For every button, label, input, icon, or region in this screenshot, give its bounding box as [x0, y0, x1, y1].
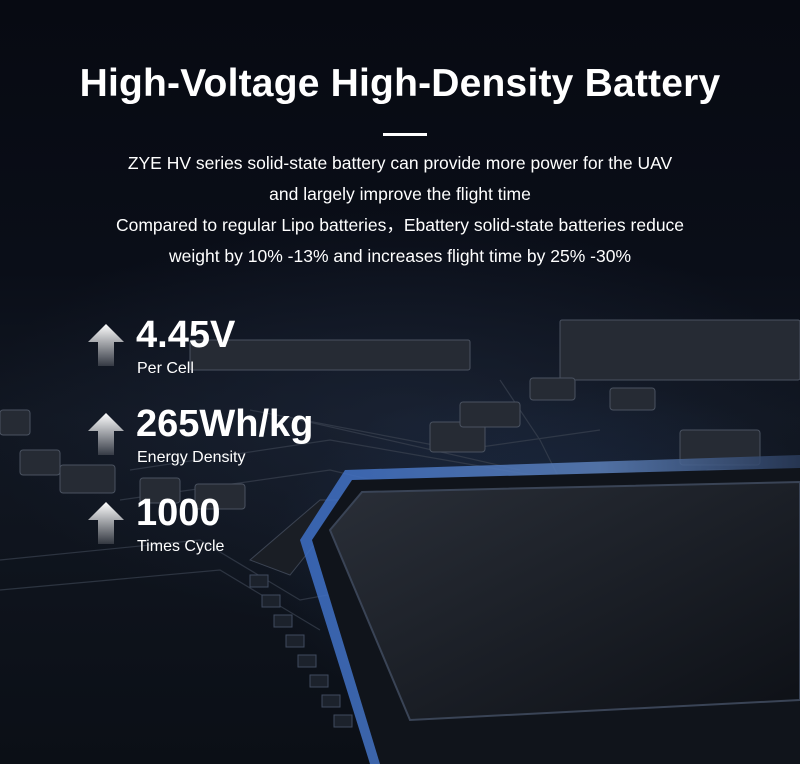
stat-label: Times Cycle	[137, 538, 225, 555]
arrow-up-icon	[88, 502, 124, 544]
description-line: ZYE HV series solid-state battery can pr…	[127, 153, 673, 173]
page-title: High-Voltage High-Density Battery	[79, 62, 721, 105]
stat-label: Energy Density	[137, 449, 246, 466]
stat-value: 265Wh/kg	[136, 403, 314, 445]
arrow-up-icon	[88, 413, 124, 455]
arrow-up-icon	[88, 324, 124, 366]
stat-label: Per Cell	[137, 360, 194, 377]
stat-value: 4.45V	[136, 314, 236, 356]
stat-value: 1000	[136, 492, 221, 534]
description-line: weight by 10% -13% and increases flight …	[168, 246, 632, 266]
description-line: and largely improve the flight time	[269, 184, 531, 204]
description: ZYE HV series solid-state battery can pr…	[0, 148, 800, 272]
title-divider	[383, 133, 427, 136]
description-line: Compared to regular Lipo batteries，Ebatt…	[115, 215, 685, 235]
